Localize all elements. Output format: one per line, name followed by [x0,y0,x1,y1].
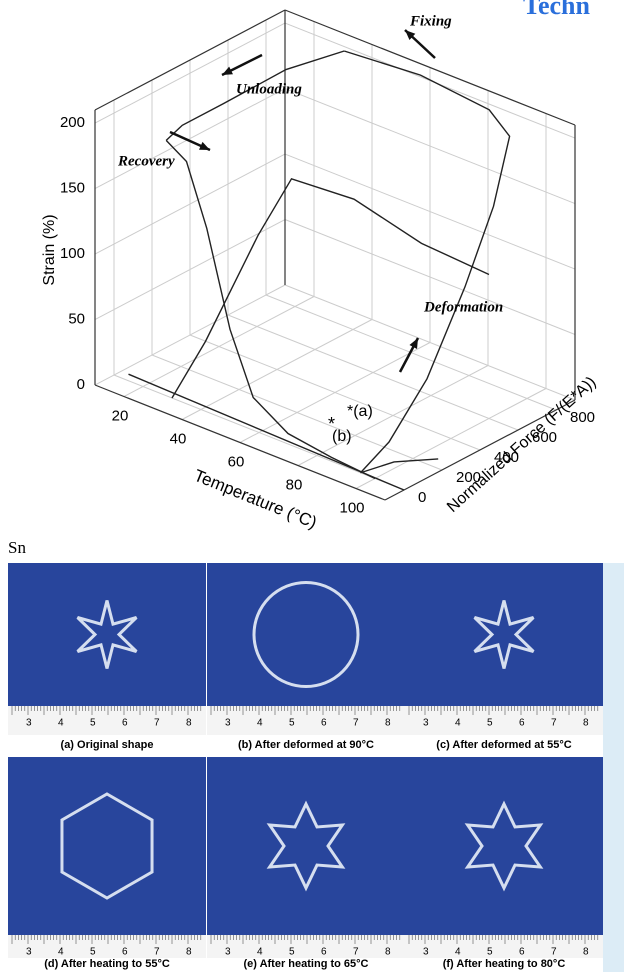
ruler-label: 7 [353,718,359,729]
ruler-label: 7 [353,947,359,958]
ruler-label: 7 [154,947,160,958]
ruler-label: 8 [385,947,391,958]
force-tick-label: 800 [570,409,595,426]
strain-tick-label: 0 [77,376,85,393]
temperature-tick-label: 100 [339,499,364,516]
photo-shade [8,757,206,935]
ruler-label: 3 [423,718,429,729]
annotation: Unloading [236,81,302,97]
photo-shade [405,563,603,706]
strain-tick-label: 150 [60,180,85,197]
ruler-label: 6 [122,947,128,958]
photo-shade [8,563,206,706]
ruler-label: 5 [289,947,295,958]
ruler-label: 8 [583,947,589,958]
ruler-label: 6 [519,947,525,958]
temperature-tick-label: 80 [286,476,303,493]
photo-shade [207,757,405,935]
photo-grid: 3 4 5 6 7 8 (a) Original shape 3 4 5 6 7 8 (b) After … [8,563,603,970]
ruler-label: 3 [26,718,32,729]
ruler-label: 4 [455,718,461,729]
strain-axis-title: Strain (%) [41,214,58,285]
ruler-label: 8 [385,718,391,729]
strain-tick-label: 100 [60,245,85,262]
panel-caption: (d) After heating to 55°C [44,958,170,970]
annotation: * [328,414,335,434]
caption-label: Sn [8,538,26,557]
ruler-label: 6 [321,718,327,729]
ruler-label: 8 [583,718,589,729]
ruler-label: 4 [58,947,64,958]
ruler-label: 3 [423,947,429,958]
page-title: Techn [523,0,590,20]
ruler-label: 5 [289,718,295,729]
ruler-label: 6 [122,718,128,729]
ruler-label: 3 [26,947,32,958]
ruler-label: 6 [321,947,327,958]
ruler-label: 7 [154,718,160,729]
ruler-label: 8 [186,947,192,958]
ruler-label: 7 [551,718,557,729]
ruler-label: 8 [186,718,192,729]
temperature-tick-label: 40 [170,430,187,447]
ruler-label: 5 [487,718,493,729]
panel-caption: (f) After heating to 80°C [443,958,566,970]
ruler-label: 7 [551,947,557,958]
strain-tick-label: 50 [68,310,85,327]
temperature-tick-label: 60 [228,453,245,470]
annotation: Deformation [423,299,503,315]
panel-caption: (b) After deformed at 90°C [238,739,374,751]
ruler-label: 4 [455,947,461,958]
panel-caption: (a) Original shape [61,739,154,751]
figure-3d-chart: 050100150200204060801000200400600800Stra… [41,10,599,532]
annotation: Fixing [409,13,452,29]
strain-tick-label: 200 [60,114,85,131]
page: Techn Sn 0501001502002040608010002004006… [0,0,624,972]
annotation: *(a) [347,403,373,420]
side-strip [603,563,624,972]
panel-caption: (c) After deformed at 55°C [436,739,571,751]
screen: Techn Sn 0501001502002040608010002004006… [0,0,624,972]
annotation: Recovery [117,153,175,169]
ruler-label: 4 [257,947,263,958]
ruler-label: 5 [90,718,96,729]
temperature-tick-label: 20 [112,407,129,424]
panel-caption: (e) After heating to 65°C [243,958,368,970]
ruler-label: 5 [90,947,96,958]
photo-shade [207,563,405,706]
photo-shade [405,757,603,935]
ruler-label: 4 [58,718,64,729]
curve-loading [172,179,489,398]
ruler-label: 5 [487,947,493,958]
ruler-label: 3 [225,718,231,729]
ruler-label: 6 [519,718,525,729]
ruler-label: 3 [225,947,231,958]
ruler-label: 4 [257,718,263,729]
force-tick-label: 0 [418,489,426,506]
